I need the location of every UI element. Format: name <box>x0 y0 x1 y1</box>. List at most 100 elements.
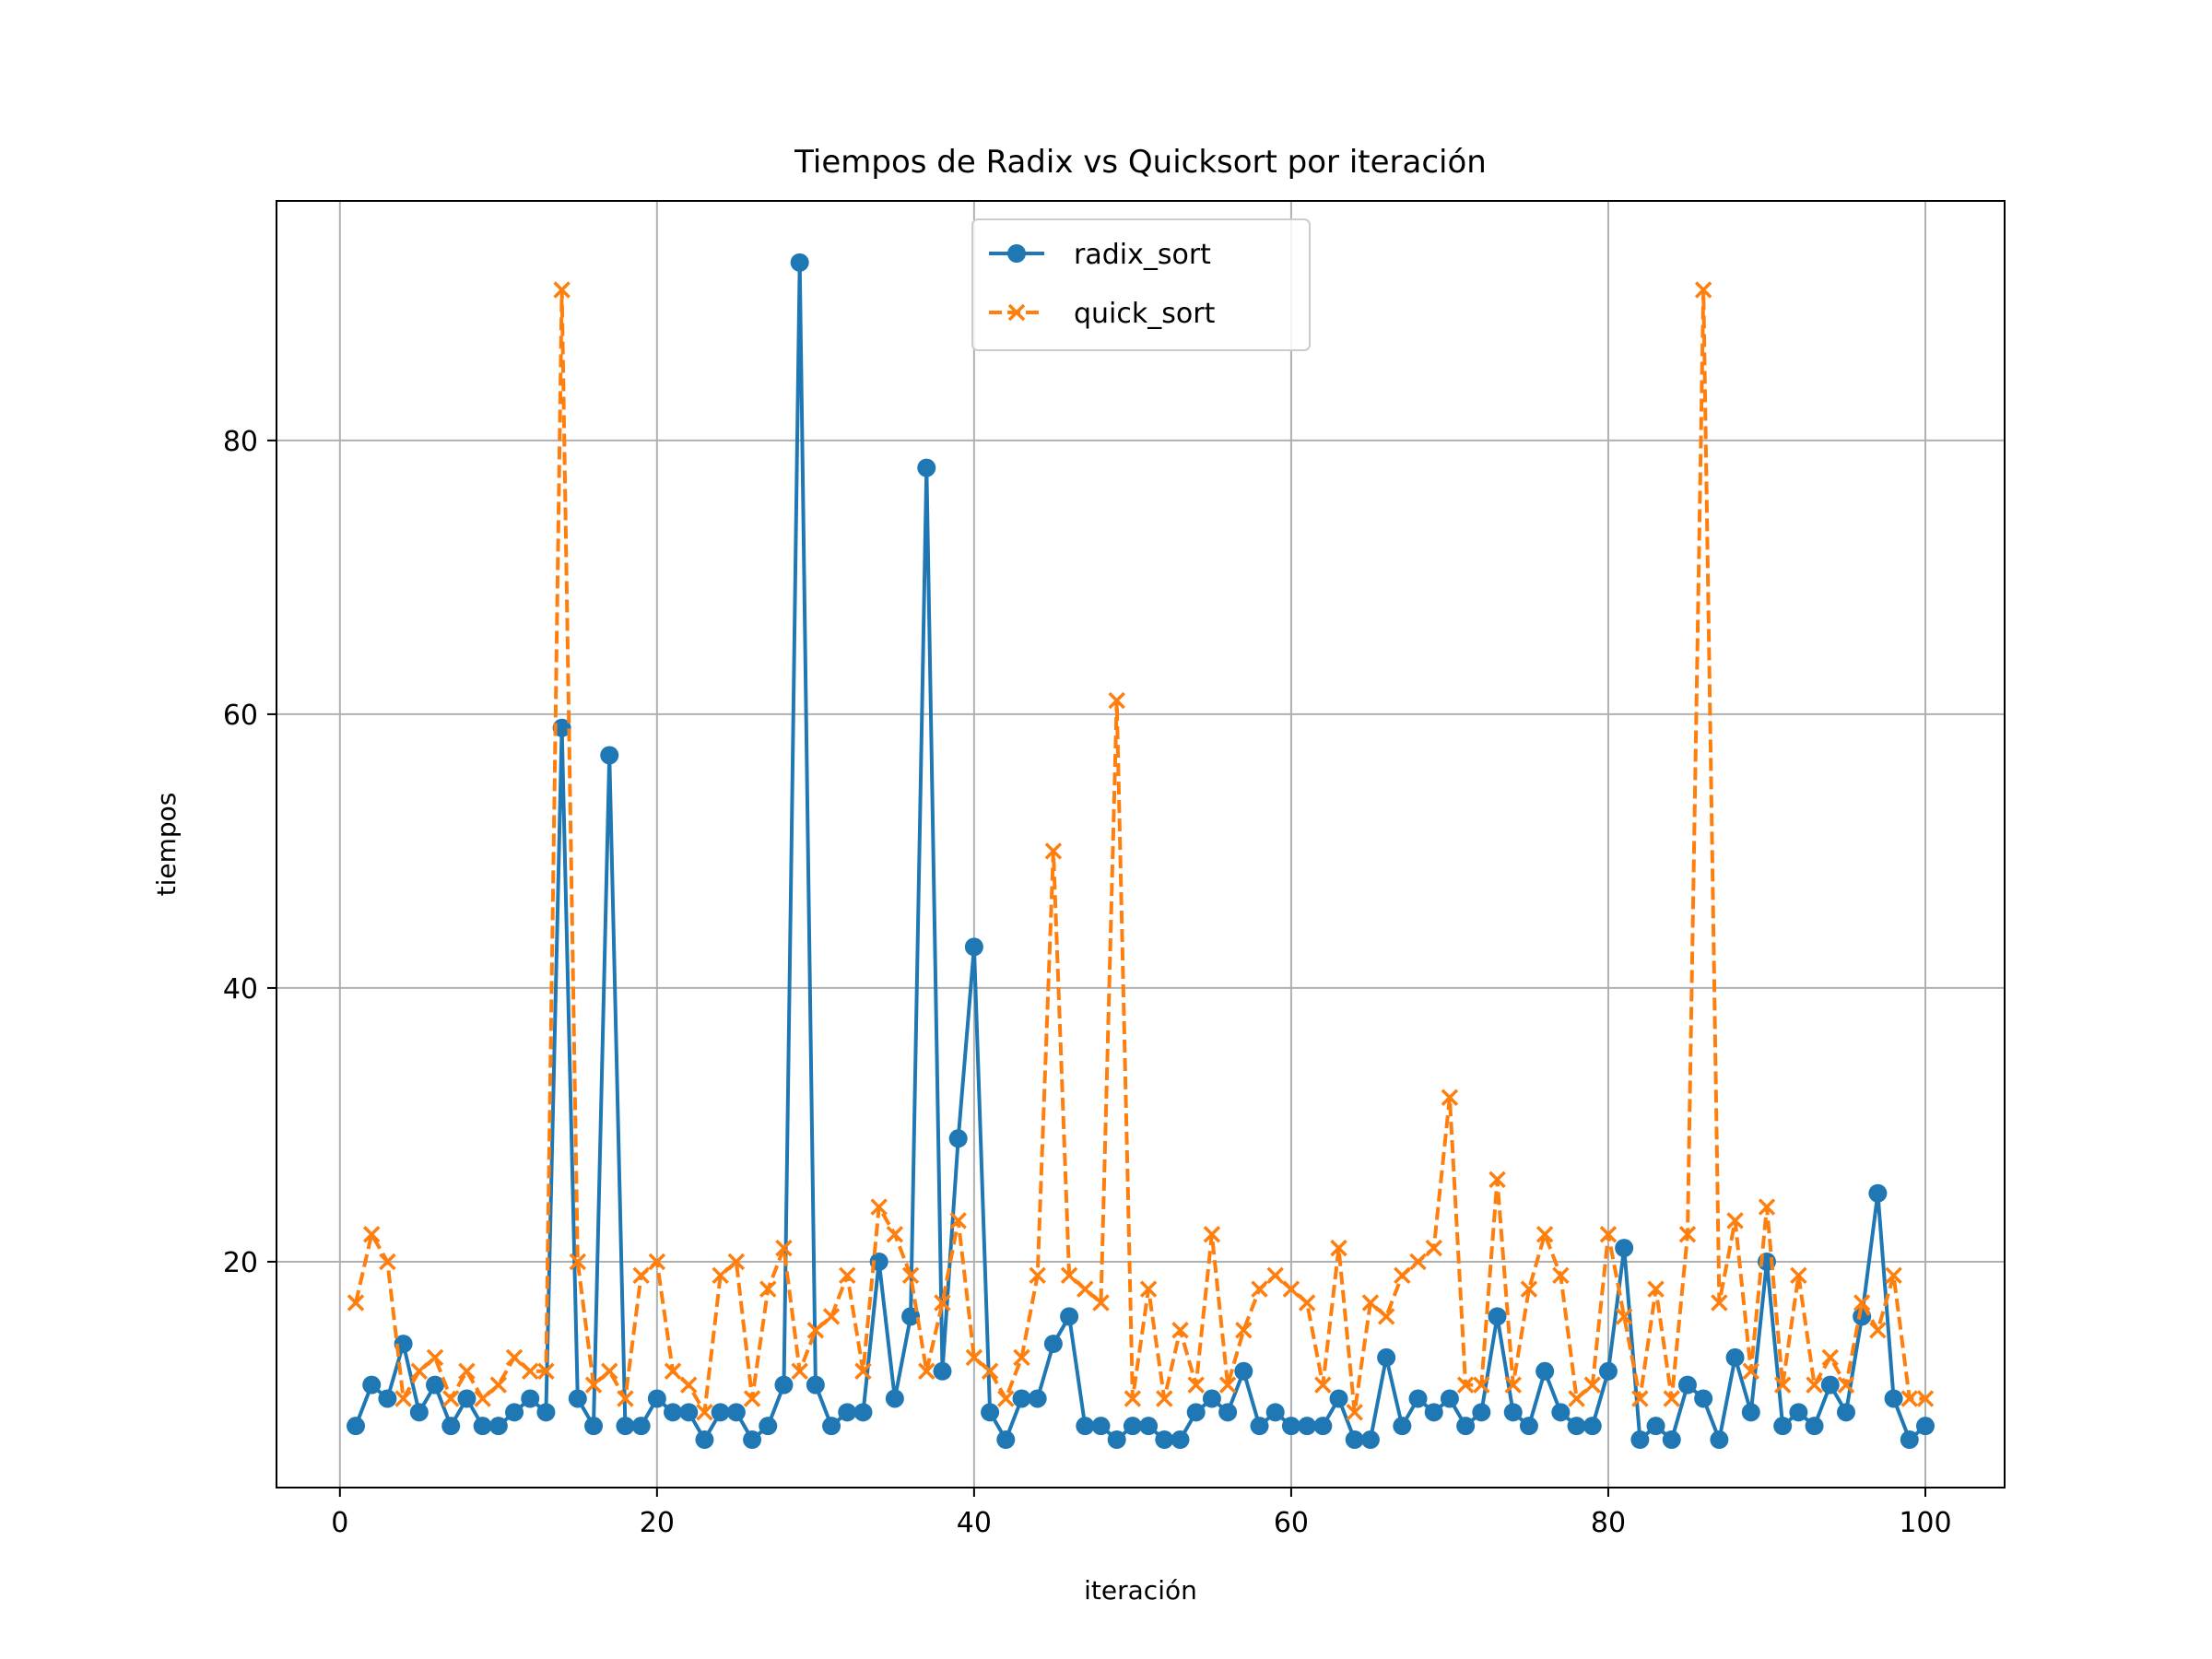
point-radix_sort <box>1805 1417 1824 1436</box>
point-quick_sort <box>1394 1266 1411 1285</box>
point-radix_sort <box>948 1129 968 1148</box>
point-radix_sort <box>885 1389 904 1408</box>
point-quick_sort <box>1504 1376 1522 1394</box>
point-quick_sort <box>1758 1198 1776 1216</box>
point-radix_sort <box>664 1403 683 1422</box>
point-quick_sort <box>1441 1088 1459 1106</box>
point-quick_sort <box>1885 1266 1902 1285</box>
point-radix_sort <box>1488 1307 1507 1326</box>
point-radix_sort <box>347 1417 366 1436</box>
point-quick_sort <box>1869 1321 1887 1339</box>
point-radix_sort <box>1281 1417 1300 1436</box>
y-tick-label: 80 <box>223 426 258 458</box>
point-radix_sort <box>409 1403 429 1422</box>
point-quick_sort <box>1552 1266 1570 1285</box>
point-radix_sort <box>996 1430 1016 1450</box>
point-radix_sort <box>1060 1307 1079 1326</box>
point-quick_sort <box>1060 1266 1078 1285</box>
point-quick_sort <box>1615 1308 1633 1325</box>
point-radix_sort <box>711 1403 730 1422</box>
point-radix_sort <box>1329 1389 1348 1408</box>
legend-label-quick_sort: quick_sort <box>1074 298 1216 330</box>
point-radix_sort <box>362 1375 382 1394</box>
point-radix_sort <box>584 1417 604 1436</box>
point-quick_sort <box>441 1390 460 1407</box>
point-radix_sort <box>1472 1403 1491 1422</box>
legend-marker-quick_sort <box>1007 303 1026 322</box>
point-quick_sort <box>1203 1226 1221 1243</box>
point-radix_sort <box>1139 1417 1159 1436</box>
point-radix_sort <box>1186 1403 1206 1422</box>
point-quick_sort <box>1425 1239 1442 1257</box>
point-radix_sort <box>441 1417 461 1436</box>
point-quick_sort <box>617 1390 634 1407</box>
point-radix_sort <box>1915 1417 1935 1436</box>
point-quick_sort <box>1139 1280 1158 1298</box>
point-quick_sort <box>934 1294 951 1312</box>
point-quick_sort <box>1678 1226 1697 1243</box>
point-quick_sort <box>379 1253 396 1271</box>
x-tick-label: 100 <box>1899 1507 1951 1539</box>
point-quick_sort <box>1077 1280 1094 1298</box>
point-quick_sort <box>712 1266 729 1285</box>
y-tick-label: 40 <box>223 973 258 1006</box>
point-quick_sort <box>1456 1376 1475 1394</box>
point-quick_sort <box>1742 1362 1760 1381</box>
point-quick_sort <box>727 1253 746 1271</box>
point-radix_sort <box>1662 1430 1681 1450</box>
point-radix_sort <box>1551 1403 1571 1422</box>
point-quick_sort <box>759 1280 777 1298</box>
point-quick_sort <box>537 1362 555 1381</box>
point-quick_sort <box>347 1294 365 1312</box>
point-radix_sort <box>1820 1375 1840 1394</box>
point-radix_sort <box>1440 1389 1459 1408</box>
point-radix_sort <box>1583 1417 1602 1436</box>
point-quick_sort <box>1790 1266 1807 1285</box>
point-radix_sort <box>1710 1430 1729 1450</box>
point-radix_sort <box>1503 1403 1523 1422</box>
point-radix_sort <box>1424 1403 1443 1422</box>
grid-lines <box>276 201 2005 1488</box>
point-quick_sort <box>1108 691 1125 710</box>
legend: radix_sort quick_sort <box>971 218 1311 351</box>
plot-frame <box>276 200 2006 1488</box>
point-quick_sort <box>1013 1348 1030 1367</box>
point-quick_sort <box>632 1266 650 1285</box>
point-quick_sort <box>1535 1226 1554 1243</box>
point-radix_sort <box>1298 1417 1317 1436</box>
point-radix_sort <box>1360 1430 1380 1450</box>
point-radix_sort <box>917 458 936 477</box>
point-radix_sort <box>1789 1403 1808 1422</box>
x-tick-label: 40 <box>957 1507 992 1539</box>
point-quick_sort <box>1916 1390 1935 1407</box>
point-radix_sort <box>1123 1417 1142 1436</box>
point-radix_sort <box>679 1403 699 1422</box>
point-radix_sort <box>616 1417 635 1436</box>
point-quick_sort <box>1298 1294 1316 1312</box>
point-radix_sort <box>536 1403 556 1422</box>
point-quick_sort <box>1187 1376 1205 1394</box>
point-radix_sort <box>806 1375 825 1394</box>
point-radix_sort <box>1519 1417 1538 1436</box>
point-radix_sort <box>1630 1430 1650 1450</box>
point-radix_sort <box>790 253 809 272</box>
point-quick_sort <box>901 1266 920 1285</box>
point-radix_sort <box>695 1430 714 1450</box>
point-quick_sort <box>1044 842 1063 860</box>
point-radix_sort <box>1234 1361 1253 1381</box>
point-radix_sort <box>1377 1347 1396 1367</box>
point-radix_sort <box>1598 1361 1618 1381</box>
point-quick_sort <box>1773 1376 1792 1394</box>
point-radix_sort <box>1741 1403 1760 1422</box>
point-radix_sort <box>378 1389 397 1408</box>
point-radix_sort <box>981 1403 1000 1422</box>
point-quick_sort <box>1900 1390 1919 1407</box>
point-radix_sort <box>1677 1375 1697 1394</box>
point-radix_sort <box>473 1417 492 1436</box>
point-quick_sort <box>1520 1280 1538 1298</box>
point-quick_sort <box>1806 1376 1823 1394</box>
point-quick_sort <box>997 1390 1015 1407</box>
point-quick_sort <box>1156 1390 1173 1407</box>
point-radix_sort <box>631 1417 651 1436</box>
point-radix_sort <box>726 1403 746 1422</box>
